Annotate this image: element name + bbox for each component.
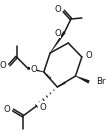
Text: O: O: [4, 104, 10, 114]
Text: Br: Br: [96, 77, 106, 87]
Polygon shape: [27, 67, 44, 72]
Text: O: O: [0, 62, 7, 70]
Text: O: O: [54, 4, 61, 14]
Polygon shape: [50, 31, 66, 53]
Polygon shape: [75, 76, 90, 84]
Text: O: O: [85, 51, 92, 60]
Text: O: O: [54, 28, 61, 38]
Text: O: O: [39, 102, 46, 112]
Text: O: O: [30, 65, 37, 73]
